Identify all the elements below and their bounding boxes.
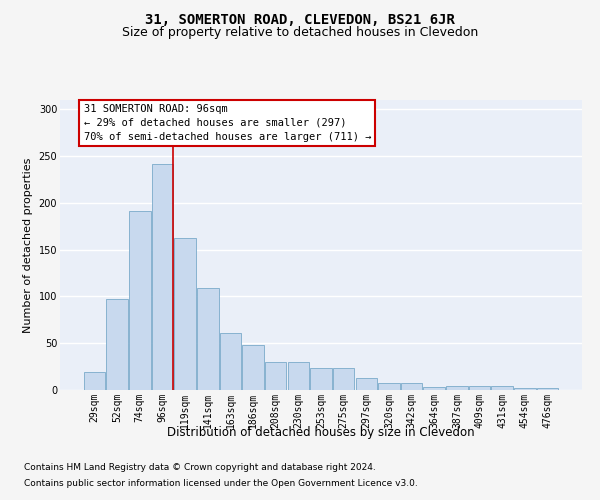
Text: Contains public sector information licensed under the Open Government Licence v3: Contains public sector information licen…	[24, 478, 418, 488]
Bar	[491, 386, 513, 390]
Bar	[378, 382, 400, 390]
Bar	[84, 372, 105, 390]
Y-axis label: Number of detached properties: Number of detached properties	[23, 158, 33, 332]
Text: Size of property relative to detached houses in Clevedon: Size of property relative to detached ho…	[122, 26, 478, 39]
Bar	[197, 288, 218, 390]
Bar	[265, 362, 286, 390]
Bar	[514, 388, 536, 390]
Text: 31 SOMERTON ROAD: 96sqm
← 29% of detached houses are smaller (297)
70% of semi-d: 31 SOMERTON ROAD: 96sqm ← 29% of detache…	[83, 104, 371, 142]
Text: Distribution of detached houses by size in Clevedon: Distribution of detached houses by size …	[167, 426, 475, 439]
Bar	[537, 388, 558, 390]
Bar	[287, 362, 309, 390]
Bar	[152, 164, 173, 390]
Bar	[310, 368, 332, 390]
Bar	[220, 333, 241, 390]
Bar	[424, 387, 445, 390]
Bar	[356, 378, 377, 390]
Text: 31, SOMERTON ROAD, CLEVEDON, BS21 6JR: 31, SOMERTON ROAD, CLEVEDON, BS21 6JR	[145, 12, 455, 26]
Bar	[242, 345, 264, 390]
Text: Contains HM Land Registry data © Crown copyright and database right 2024.: Contains HM Land Registry data © Crown c…	[24, 464, 376, 472]
Bar	[106, 300, 128, 390]
Bar	[333, 368, 355, 390]
Bar	[469, 386, 490, 390]
Bar	[401, 382, 422, 390]
Bar	[129, 212, 151, 390]
Bar	[446, 386, 467, 390]
Bar	[175, 238, 196, 390]
